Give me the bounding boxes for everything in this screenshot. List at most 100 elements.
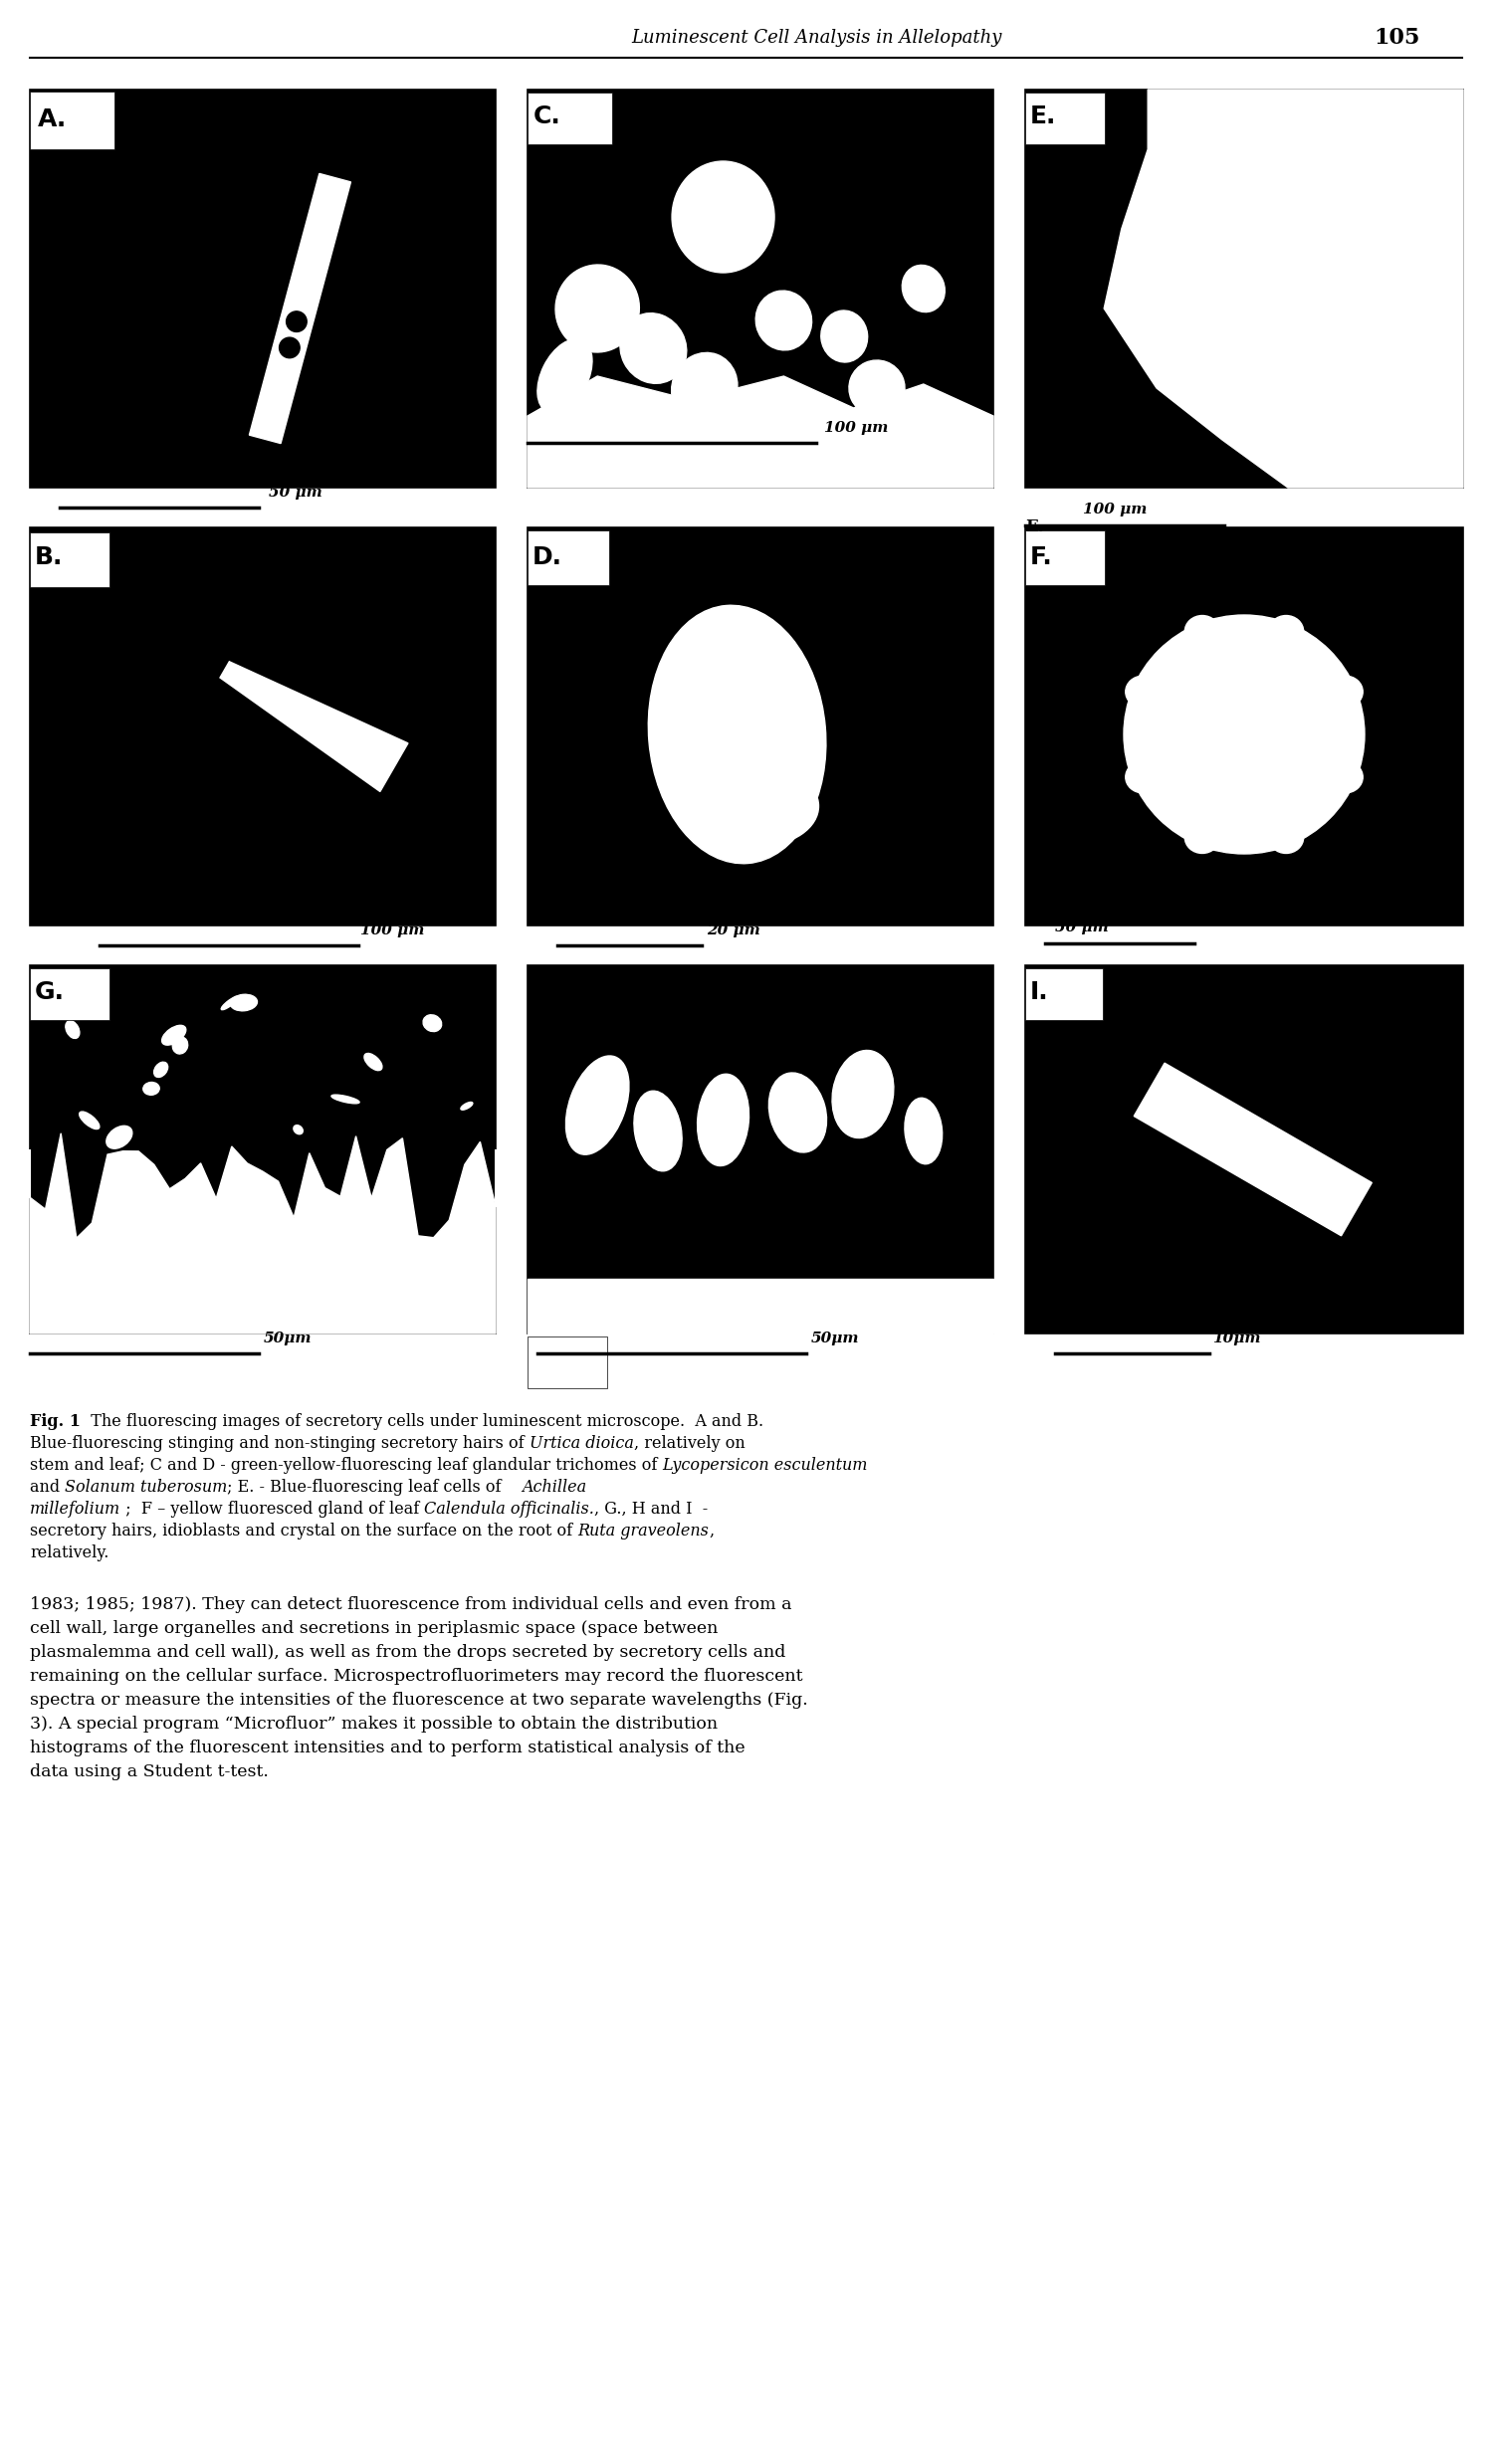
Ellipse shape <box>73 983 98 993</box>
Ellipse shape <box>634 1092 682 1170</box>
Ellipse shape <box>161 1025 186 1045</box>
Text: D.: D. <box>533 545 562 569</box>
Polygon shape <box>528 377 994 488</box>
Polygon shape <box>30 1133 495 1333</box>
Bar <box>528 527 994 926</box>
Ellipse shape <box>461 1101 473 1109</box>
Ellipse shape <box>424 1015 442 1032</box>
Text: 100 μm: 100 μm <box>1083 503 1147 517</box>
Text: Ruta graveolens: Ruta graveolens <box>577 1523 709 1540</box>
Bar <box>30 966 495 1333</box>
Bar <box>528 530 609 584</box>
Text: 50μm: 50μm <box>812 1331 859 1345</box>
Ellipse shape <box>1268 821 1304 853</box>
Bar <box>1025 530 1104 584</box>
Ellipse shape <box>66 1020 79 1037</box>
Bar <box>528 966 994 1333</box>
Ellipse shape <box>79 1111 100 1129</box>
Text: 50μm: 50μm <box>264 1331 312 1345</box>
Text: H.: H. <box>533 983 562 1008</box>
Bar <box>1025 527 1464 926</box>
Ellipse shape <box>173 1037 188 1055</box>
Text: data using a Student t-test.: data using a Student t-test. <box>30 1764 269 1781</box>
Ellipse shape <box>755 291 812 350</box>
Ellipse shape <box>1328 761 1362 793</box>
Bar <box>30 91 115 150</box>
Text: 50 μm: 50 μm <box>1055 922 1109 934</box>
Ellipse shape <box>833 1050 894 1138</box>
Ellipse shape <box>143 1082 160 1094</box>
Bar <box>528 1279 994 1333</box>
Text: G.: G. <box>34 981 64 1005</box>
Ellipse shape <box>1125 675 1161 707</box>
Ellipse shape <box>154 1062 169 1077</box>
Ellipse shape <box>821 310 868 362</box>
Text: Achillea: Achillea <box>522 1478 586 1496</box>
Text: Blue-fluorescing stinging and non-stinging secretory hairs of: Blue-fluorescing stinging and non-stingi… <box>30 1434 530 1451</box>
Text: spectra or measure the intensities of the fluorescence at two separate wavelengt: spectra or measure the intensities of th… <box>30 1693 809 1708</box>
Bar <box>30 527 495 926</box>
Text: The fluorescing images of secretory cells under luminescent microscope.  A and B: The fluorescing images of secretory cell… <box>81 1414 764 1429</box>
Ellipse shape <box>621 313 686 384</box>
Text: relatively.: relatively. <box>30 1545 109 1562</box>
Text: A.: A. <box>37 108 67 131</box>
Text: Fig. 1: Fig. 1 <box>30 1414 81 1429</box>
Text: Solanum tuberosum: Solanum tuberosum <box>66 1478 227 1496</box>
Ellipse shape <box>221 995 239 1010</box>
Text: I.: I. <box>1029 981 1049 1005</box>
Ellipse shape <box>1125 761 1161 793</box>
Ellipse shape <box>230 995 257 1010</box>
Text: 20 μm: 20 μm <box>707 924 761 936</box>
Ellipse shape <box>1185 821 1220 853</box>
Ellipse shape <box>1268 616 1304 648</box>
Bar <box>528 94 612 145</box>
Circle shape <box>279 338 300 357</box>
Text: secretory hairs, idioblasts and crystal on the surface on the root of: secretory hairs, idioblasts and crystal … <box>30 1523 577 1540</box>
Text: ; E. - Blue-fluorescing leaf cells of: ; E. - Blue-fluorescing leaf cells of <box>227 1478 522 1496</box>
Bar <box>30 968 109 1020</box>
Text: ,: , <box>709 1523 713 1540</box>
Text: Luminescent Cell Analysis in Allelopathy: Luminescent Cell Analysis in Allelopathy <box>631 30 1001 47</box>
Ellipse shape <box>331 1094 360 1104</box>
Ellipse shape <box>1328 675 1362 707</box>
Text: Lycopersicon esculentum: Lycopersicon esculentum <box>662 1456 868 1473</box>
Bar <box>1025 89 1464 488</box>
Text: , relatively on: , relatively on <box>634 1434 745 1451</box>
Bar <box>30 532 109 586</box>
Text: 3). A special program “Microfluor” makes it possible to obtain the distribution: 3). A special program “Microfluor” makes… <box>30 1715 718 1732</box>
Text: 100 μm: 100 μm <box>824 421 888 434</box>
Text: 105: 105 <box>1374 27 1420 49</box>
Ellipse shape <box>849 360 904 416</box>
Ellipse shape <box>903 266 944 313</box>
Text: , G., H and I  -: , G., H and I - <box>595 1501 709 1518</box>
Bar <box>528 89 994 488</box>
Text: 1983; 1985; 1987). They can detect fluorescence from individual cells and even f: 1983; 1985; 1987). They can detect fluor… <box>30 1597 792 1614</box>
Text: cell wall, large organelles and secretions in periplasmic space (space between: cell wall, large organelles and secretio… <box>30 1621 718 1636</box>
Text: F.: F. <box>1029 545 1053 569</box>
Ellipse shape <box>1185 616 1220 648</box>
Polygon shape <box>1134 1062 1373 1237</box>
Text: Urtica dioica: Urtica dioica <box>530 1434 634 1451</box>
Polygon shape <box>219 660 407 791</box>
Text: histograms of the fluorescent intensities and to perform statistical analysis of: histograms of the fluorescent intensitie… <box>30 1740 745 1757</box>
Bar <box>1025 968 1103 1020</box>
Text: 100 μm: 100 μm <box>360 924 424 936</box>
Text: ;  F – yellow fluoresced gland of leaf: ; F – yellow fluoresced gland of leaf <box>121 1501 425 1518</box>
Ellipse shape <box>364 1052 382 1069</box>
Ellipse shape <box>671 352 737 424</box>
Text: E.: E. <box>1029 103 1056 128</box>
Ellipse shape <box>565 1057 630 1156</box>
Circle shape <box>286 310 307 333</box>
Text: E.: E. <box>1025 517 1044 535</box>
Ellipse shape <box>703 766 819 845</box>
Ellipse shape <box>648 606 827 862</box>
Ellipse shape <box>537 340 592 414</box>
Ellipse shape <box>1123 616 1365 855</box>
Text: stem and leaf; C and D - green-yellow-fluorescing leaf glandular trichomes of: stem and leaf; C and D - green-yellow-fl… <box>30 1456 662 1473</box>
Text: 10μm: 10μm <box>1213 1331 1261 1345</box>
Ellipse shape <box>904 1099 943 1163</box>
Text: C.: C. <box>534 103 561 128</box>
Ellipse shape <box>106 1126 133 1148</box>
Text: plasmalemma and cell wall), as well as from the drops secreted by secretory cell: plasmalemma and cell wall), as well as f… <box>30 1643 786 1661</box>
Bar <box>30 89 495 488</box>
